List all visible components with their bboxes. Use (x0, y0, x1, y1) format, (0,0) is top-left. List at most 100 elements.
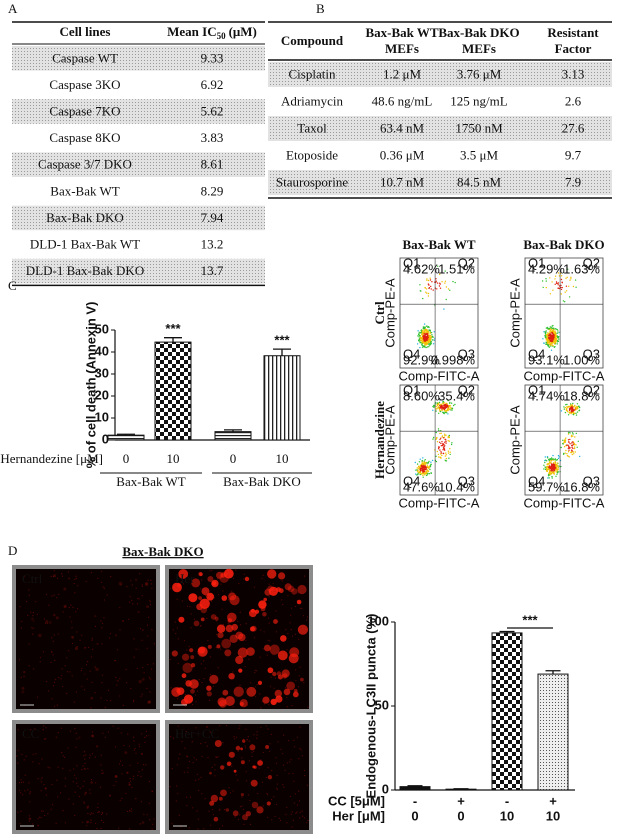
event-dot (567, 444, 569, 446)
puncta (220, 765, 225, 770)
event-dot (421, 467, 423, 469)
event-dot (420, 329, 422, 332)
background-speckle (77, 585, 79, 587)
event-dot (423, 270, 425, 272)
background-speckle (232, 706, 234, 708)
event-dot (565, 404, 567, 406)
event-dot (554, 337, 556, 339)
background-speckle (140, 775, 142, 778)
event-dot (556, 332, 558, 335)
puncta (71, 635, 74, 639)
background-speckle (52, 575, 55, 578)
event-dot (417, 469, 419, 471)
background-speckle (248, 760, 250, 762)
background-speckle (287, 633, 289, 635)
background-speckle (262, 574, 264, 576)
event-dot (567, 406, 570, 408)
background-speckle (251, 743, 253, 746)
column-title: Bax-Bak WT (402, 237, 475, 252)
background-speckle (99, 786, 102, 788)
background-speckle (153, 643, 155, 645)
event-dot (571, 442, 573, 444)
event-dot (551, 281, 553, 283)
background-speckle (30, 611, 32, 613)
background-speckle (302, 815, 304, 817)
background-speckle (90, 572, 92, 574)
event-dot (557, 464, 559, 467)
background-speckle (229, 674, 231, 676)
background-speckle (291, 826, 293, 828)
background-speckle (223, 766, 225, 768)
background-speckle (175, 800, 177, 802)
background-speckle (265, 725, 267, 727)
background-speckle (275, 631, 278, 633)
event-dot (573, 405, 576, 407)
event-dot (566, 444, 568, 446)
background-speckle (52, 685, 55, 687)
background-speckle (110, 576, 112, 578)
background-speckle (43, 725, 45, 727)
background-speckle (75, 777, 77, 779)
event-dot (548, 328, 550, 330)
event-dot (427, 283, 430, 285)
event-dot (422, 457, 424, 459)
error-bar (407, 785, 423, 787)
puncta (177, 583, 181, 588)
event-dot (542, 338, 544, 340)
background-speckle (292, 772, 294, 774)
background-speckle (207, 640, 209, 642)
puncta (220, 572, 226, 578)
event-dot (430, 472, 432, 474)
background-speckle (76, 782, 78, 784)
background-speckle (118, 827, 120, 829)
event-dot (556, 341, 559, 343)
quadrant-percent: 8.60% (403, 388, 440, 403)
background-speckle (52, 804, 54, 806)
background-speckle (125, 669, 127, 671)
background-speckle (29, 793, 31, 795)
background-speckle (50, 808, 52, 810)
puncta (182, 662, 193, 674)
background-speckle (196, 810, 198, 812)
background-speckle (206, 745, 208, 747)
puncta (142, 629, 144, 631)
background-speckle (39, 816, 41, 818)
background-speckle (107, 731, 109, 733)
event-dot (437, 406, 439, 408)
event-dot (438, 401, 441, 404)
event-dot (554, 458, 556, 460)
event-dot (553, 329, 555, 331)
background-speckle (141, 584, 143, 586)
puncta (246, 686, 257, 697)
background-speckle (43, 784, 45, 786)
event-dot (564, 406, 566, 409)
event-dot (554, 345, 556, 348)
event-dot (439, 410, 442, 413)
background-speckle (232, 678, 235, 680)
background-speckle (171, 767, 173, 770)
table-cell: 13.2 (201, 236, 224, 251)
background-speckle (90, 819, 92, 821)
background-speckle (263, 703, 265, 705)
background-speckle (234, 630, 236, 632)
background-speckle (298, 758, 300, 760)
x-axis-label: Comp-FITC-A (399, 368, 480, 383)
puncta (171, 687, 181, 697)
event-dot (429, 332, 431, 334)
background-speckle (216, 620, 218, 622)
table-cell: 5.62 (201, 103, 224, 118)
event-dot (442, 437, 445, 439)
background-speckle (189, 796, 192, 798)
background-speckle (274, 815, 276, 818)
background-speckle (191, 703, 193, 706)
event-dot (548, 473, 551, 475)
background-speckle (306, 619, 308, 621)
puncta (139, 823, 142, 825)
background-speckle (210, 824, 212, 826)
background-speckle (64, 606, 66, 608)
background-speckle (267, 728, 269, 730)
puncta (228, 673, 235, 680)
background-speckle (41, 810, 43, 812)
background-speckle (286, 822, 288, 824)
background-speckle (209, 673, 211, 675)
